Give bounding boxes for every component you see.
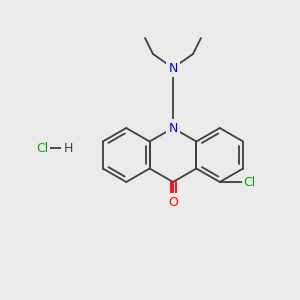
Text: H: H — [63, 142, 73, 154]
Text: Cl: Cl — [244, 176, 256, 188]
Text: N: N — [168, 61, 178, 74]
Text: Cl: Cl — [36, 142, 48, 154]
Text: N: N — [168, 122, 178, 134]
Text: O: O — [168, 196, 178, 208]
